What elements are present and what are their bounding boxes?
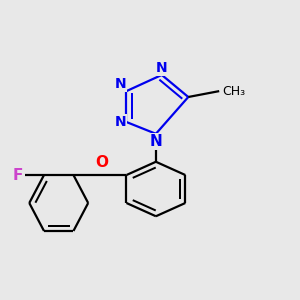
Text: N: N — [115, 115, 126, 129]
Text: N: N — [115, 77, 126, 91]
Text: CH₃: CH₃ — [222, 85, 245, 98]
Text: N: N — [149, 134, 162, 149]
Text: N: N — [156, 61, 168, 75]
Text: F: F — [13, 167, 23, 182]
Text: O: O — [95, 155, 108, 170]
